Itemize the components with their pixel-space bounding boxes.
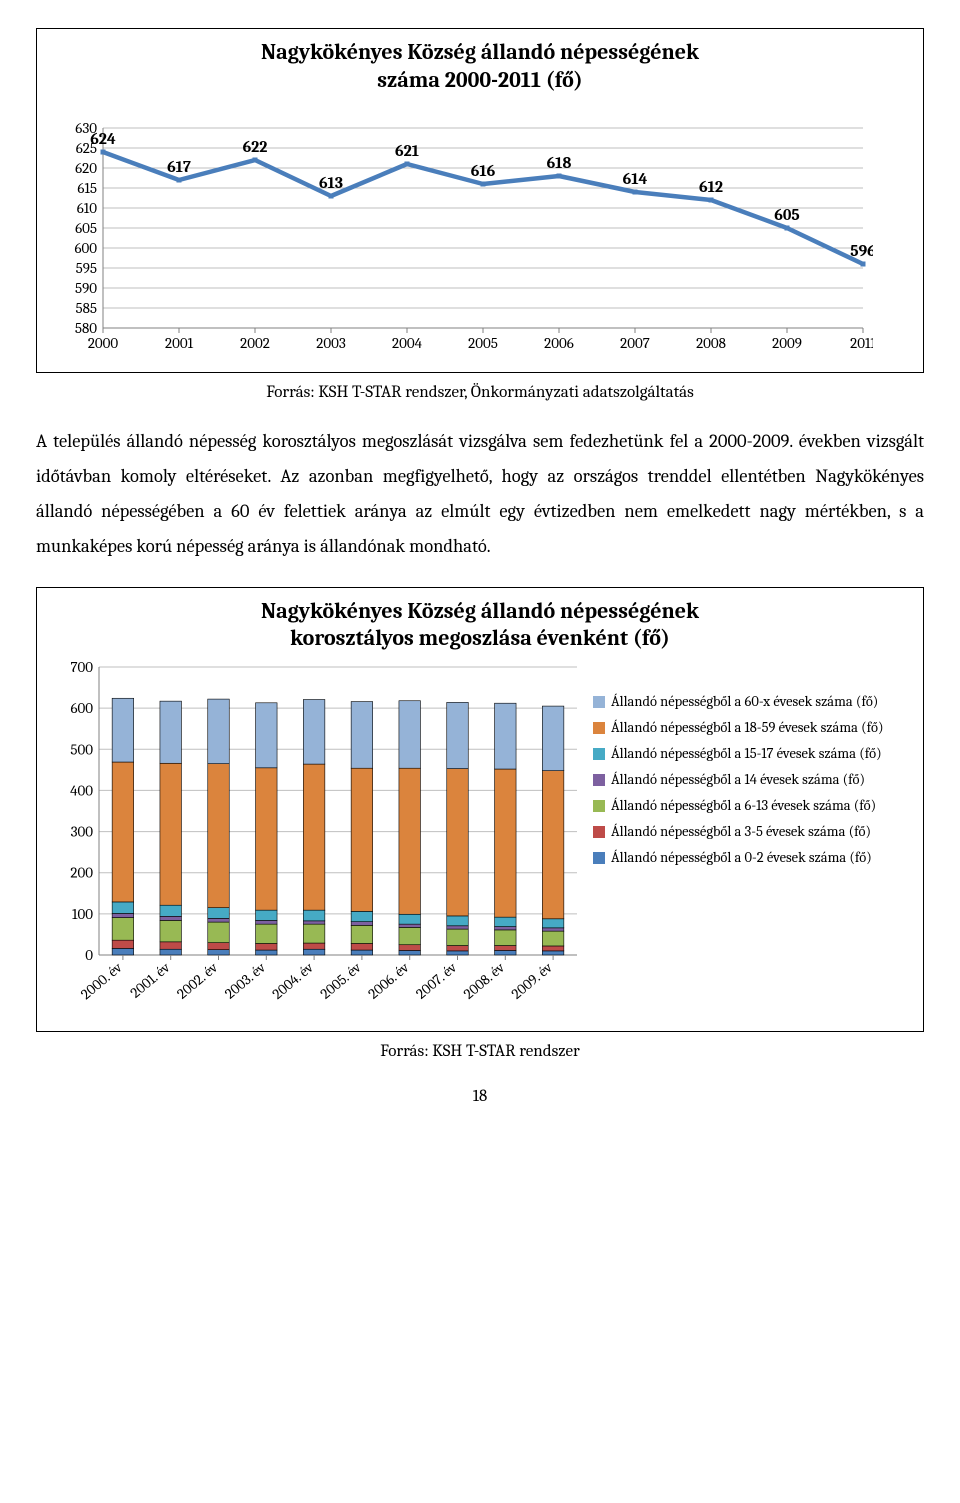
legend-item: Állandó népességből a 18-59 évesek száma… — [593, 719, 907, 737]
svg-text:0: 0 — [85, 946, 93, 964]
age-distribution-stacked-chart: Nagykökényes Község állandó népességének… — [36, 587, 924, 1032]
chart2-source: Forrás: KSH T-STAR rendszer — [36, 1042, 924, 1061]
chart2-title: Nagykökényes Község állandó népességének… — [53, 598, 907, 653]
svg-text:2009: 2009 — [772, 334, 802, 352]
svg-text:2006. év: 2006. év — [365, 958, 412, 1002]
legend-label: Állandó népességből a 15-17 évesek száma… — [611, 745, 882, 763]
legend-label: Állandó népességből a 14 évesek száma (f… — [611, 771, 865, 789]
svg-text:621: 621 — [395, 142, 419, 160]
legend-label: Állandó népességből a 3-5 évesek száma (… — [611, 823, 871, 841]
svg-text:618: 618 — [547, 154, 572, 172]
svg-text:600: 600 — [74, 239, 97, 257]
legend-swatch — [593, 826, 605, 838]
svg-text:620: 620 — [75, 159, 97, 177]
svg-text:2005. év: 2005. év — [317, 958, 364, 1002]
svg-text:2001: 2001 — [165, 334, 194, 352]
legend-label: Állandó népességből a 0-2 évesek száma (… — [611, 849, 872, 867]
svg-text:605: 605 — [774, 206, 799, 224]
legend-item: Állandó népességből a 60-x évesek száma … — [593, 693, 907, 711]
svg-text:595: 595 — [76, 259, 97, 277]
svg-text:614: 614 — [623, 170, 648, 188]
svg-text:2009. év: 2009. év — [508, 958, 556, 1002]
legend-item: Állandó népességből a 14 évesek száma (f… — [593, 771, 907, 789]
legend-label: Állandó népességből a 6-13 évesek száma … — [611, 797, 876, 815]
chart2-plot: 01002003004005006007002000. év2001. év20… — [53, 657, 583, 1017]
svg-text:605: 605 — [75, 219, 97, 237]
legend-item: Állandó népességből a 0-2 évesek száma (… — [593, 849, 907, 867]
legend-label: Állandó népességből a 60-x évesek száma … — [611, 693, 878, 711]
legend-label: Állandó népességből a 18-59 évesek száma… — [611, 719, 884, 737]
body-paragraph: A település állandó népesség korosztályo… — [36, 424, 924, 565]
svg-text:610: 610 — [77, 199, 97, 217]
legend-swatch — [593, 852, 605, 864]
svg-text:624: 624 — [90, 130, 116, 148]
page-number: 18 — [36, 1087, 924, 1106]
svg-text:300: 300 — [71, 822, 94, 840]
svg-text:2001. év: 2001. év — [127, 958, 173, 1001]
chart1-plot: 5805855905956006056106156206256302000200… — [53, 98, 873, 358]
svg-text:2008: 2008 — [696, 334, 726, 352]
chart1-title-line2: száma 2000-2011 (fő) — [377, 67, 583, 93]
legend-swatch — [593, 774, 605, 786]
legend-swatch — [593, 696, 605, 708]
chart1-title: Nagykökényes Község állandó népességének… — [53, 39, 907, 94]
svg-text:2000. év: 2000. év — [78, 958, 126, 1002]
svg-text:600: 600 — [70, 699, 93, 717]
svg-text:2002: 2002 — [240, 334, 270, 352]
svg-text:622: 622 — [243, 138, 268, 156]
svg-text:2011: 2011 — [850, 334, 873, 352]
svg-text:2004. év: 2004. év — [269, 958, 317, 1002]
svg-text:2003. év: 2003. év — [222, 958, 269, 1002]
legend-swatch — [593, 722, 605, 734]
svg-text:2006: 2006 — [544, 334, 574, 352]
svg-text:2007: 2007 — [620, 334, 650, 352]
svg-text:613: 613 — [319, 174, 343, 192]
svg-text:585: 585 — [75, 299, 97, 317]
svg-text:2007. év: 2007. év — [413, 958, 460, 1002]
chart2-title-line1: Nagykökényes Község állandó népességének — [261, 598, 699, 624]
svg-text:2002. év: 2002. év — [174, 958, 221, 1002]
svg-text:2005: 2005 — [468, 334, 498, 352]
chart1-title-line1: Nagykökényes Község állandó népességének — [261, 39, 699, 65]
legend-item: Állandó népességből a 15-17 évesek száma… — [593, 745, 907, 763]
svg-text:617: 617 — [167, 158, 191, 176]
legend-item: Állandó népességből a 3-5 évesek száma (… — [593, 823, 907, 841]
svg-text:590: 590 — [75, 279, 97, 297]
chart1-source: Forrás: KSH T-STAR rendszer, Önkormányza… — [36, 383, 924, 402]
svg-text:615: 615 — [77, 179, 97, 197]
svg-text:616: 616 — [471, 162, 496, 180]
legend-swatch — [593, 800, 605, 812]
svg-text:2004: 2004 — [392, 334, 423, 352]
legend-swatch — [593, 748, 605, 760]
svg-text:612: 612 — [699, 178, 723, 196]
svg-text:2008. év: 2008. év — [460, 958, 508, 1002]
chart2-title-line2: korosztályos megoszlása évenként (fő) — [290, 625, 670, 651]
svg-text:100: 100 — [72, 904, 93, 922]
svg-text:596: 596 — [850, 242, 873, 260]
legend-item: Állandó népességből a 6-13 évesek száma … — [593, 797, 907, 815]
svg-text:400: 400 — [70, 781, 93, 799]
svg-text:500: 500 — [70, 740, 93, 758]
population-line-chart: Nagykökényes Község állandó népességének… — [36, 28, 924, 373]
chart2-legend: Állandó népességből a 60-x évesek száma … — [593, 657, 907, 1017]
svg-text:2000: 2000 — [88, 334, 119, 352]
svg-text:700: 700 — [70, 658, 93, 676]
svg-text:2003: 2003 — [316, 334, 346, 352]
svg-text:200: 200 — [70, 863, 93, 881]
